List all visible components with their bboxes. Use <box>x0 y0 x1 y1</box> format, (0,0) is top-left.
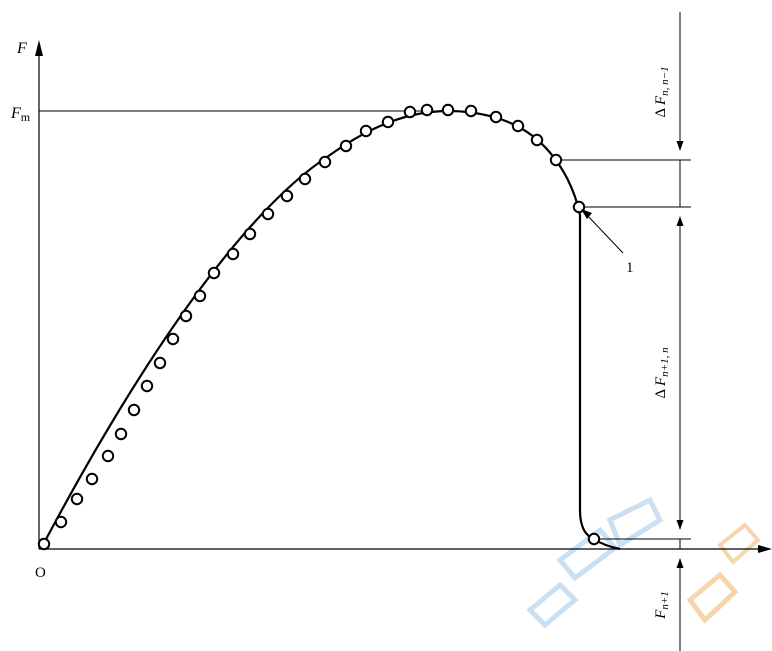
curve-marker <box>464 104 478 118</box>
curve-marker <box>54 515 68 529</box>
curve-marker <box>587 532 601 546</box>
curve-marker <box>243 227 257 241</box>
origin-label: O <box>35 565 46 581</box>
watermark-logo <box>526 496 761 629</box>
curve-marker <box>441 103 455 117</box>
delta-f-n-nminus1-label: Δ Fn, n−1 <box>653 66 671 117</box>
curve-marker <box>530 133 544 147</box>
curve-marker <box>207 266 221 280</box>
curve-marker <box>339 139 353 153</box>
curve-marker <box>226 247 240 261</box>
fm-label: Fm <box>10 105 31 124</box>
svg-text:Fn+1: Fn+1 <box>653 591 671 620</box>
curve-marker <box>489 110 503 124</box>
curve-marker <box>381 115 395 129</box>
curve-marker <box>403 105 417 119</box>
curve-marker <box>261 207 275 221</box>
curve-marker <box>280 189 294 203</box>
curve-markers <box>37 103 601 551</box>
y-axis-arrow <box>35 40 43 56</box>
curve-marker <box>511 119 525 133</box>
curve-marker <box>359 124 373 138</box>
curve-marker <box>114 427 128 441</box>
force-curve <box>43 109 621 551</box>
curve-marker <box>101 449 115 463</box>
curve-marker <box>70 492 84 506</box>
curve-marker <box>85 472 99 486</box>
curve-marker <box>140 379 154 393</box>
curve-marker <box>420 103 434 117</box>
axes <box>35 40 772 553</box>
curve-marker <box>318 155 332 169</box>
callout-number: 1 <box>626 260 634 276</box>
curve-marker <box>298 172 312 186</box>
svg-text:Δ Fn+1, n: Δ Fn+1, n <box>653 347 671 399</box>
svg-text:Δ Fn, n−1: Δ Fn, n−1 <box>653 66 671 117</box>
curve-marker <box>549 153 563 167</box>
callout-1-leader <box>581 209 624 254</box>
y-axis-label: F <box>16 40 27 57</box>
curve-marker <box>127 403 141 417</box>
svg-text:Fm: Fm <box>10 105 31 124</box>
delta-f-nplus1-n-label: Δ Fn+1, n <box>653 347 671 399</box>
f-nplus1-label: Fn+1 <box>653 591 671 620</box>
extension-lines <box>556 159 691 540</box>
curve-marker <box>193 289 207 303</box>
x-axis-arrow <box>758 545 772 553</box>
curve-marker <box>166 332 180 346</box>
curve-marker <box>179 309 193 323</box>
curve-marker <box>37 537 51 551</box>
curve-marker <box>153 356 167 370</box>
